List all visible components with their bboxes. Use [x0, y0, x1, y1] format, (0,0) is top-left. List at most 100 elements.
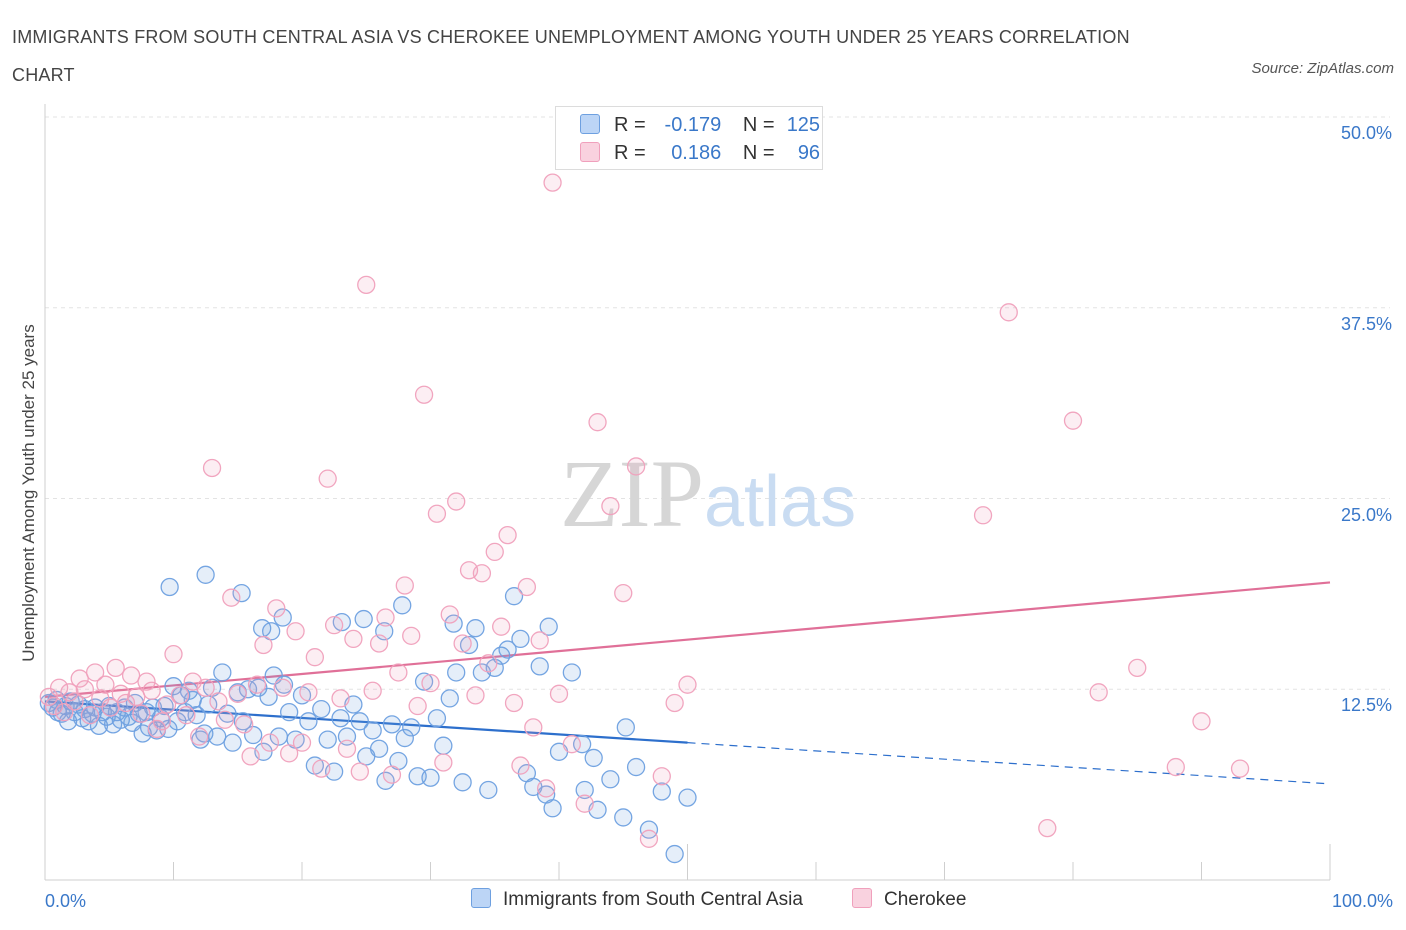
scatter-point [96, 675, 115, 694]
legend-n-value: 96 [797, 142, 821, 164]
scatter-point [369, 634, 389, 653]
scatter-point [572, 735, 592, 754]
scatter-point [1230, 759, 1250, 778]
scatter-point [1089, 683, 1108, 702]
scatter-point [299, 712, 318, 731]
scatter-point [472, 564, 492, 583]
scatter-point [427, 504, 447, 523]
scatter-point [222, 588, 241, 607]
scatter-point [202, 458, 222, 478]
scatter-point [614, 808, 633, 827]
scatter-point [137, 672, 156, 691]
scatter-point [369, 739, 389, 758]
scatter-point [543, 173, 562, 192]
scatter-point [267, 599, 286, 618]
scatter-point [60, 683, 79, 702]
legend-r-label: R = [614, 142, 646, 164]
scatter-point [324, 616, 344, 635]
scatter-point [363, 721, 382, 740]
scatter-point [973, 506, 993, 525]
chart-title: IMMIGRANTS FROM SOUTH CENTRAL ASIA VS CH… [12, 27, 1130, 85]
scatter-point [434, 736, 453, 755]
scatter-point [626, 757, 646, 777]
scatter-point [466, 619, 485, 638]
legend-r-value: -0.179 [664, 114, 722, 136]
scatter-point [626, 457, 646, 476]
scatter-point [80, 706, 100, 725]
legend-r-label: R = [614, 114, 646, 136]
scatter-point [279, 744, 299, 763]
legend-n-label: N = [742, 142, 775, 164]
scatter-point [614, 583, 633, 603]
scatter-point [1166, 757, 1185, 777]
y-tick-label: 25.0% [1340, 504, 1392, 525]
scatter-point [382, 715, 402, 734]
watermark-zip: ZIP [560, 440, 704, 547]
scatter-point [49, 678, 69, 697]
scatter-point [160, 577, 179, 597]
scatter-point [498, 640, 517, 659]
scatter-point [447, 492, 466, 511]
scatter-point [152, 712, 172, 731]
scatter-point [511, 756, 530, 775]
scatter-point [247, 675, 267, 694]
y-tick-label: 37.5% [1340, 313, 1392, 334]
scatter-points [39, 173, 1250, 864]
scatter-point [530, 657, 549, 676]
scatter-point [85, 663, 105, 682]
scatter-point [504, 693, 524, 713]
scatter-point [382, 765, 402, 784]
scatter-point [652, 782, 671, 801]
x-tick-label-max: 100.0% [1331, 891, 1393, 911]
scatter-point [524, 718, 543, 737]
scatter-point [440, 605, 459, 624]
scatter-point [259, 687, 278, 707]
scatter-point [1063, 411, 1083, 430]
scatter-point [264, 666, 283, 685]
legend-swatch-blue [580, 114, 600, 134]
scatter-point [408, 696, 427, 716]
scatter-point [511, 629, 530, 649]
axes [44, 104, 1331, 881]
scatter-point [260, 733, 280, 752]
scatter-point [479, 780, 498, 800]
scatter-point [357, 275, 376, 295]
watermark: ZIPatlas [560, 440, 856, 547]
scatter-point [1128, 658, 1147, 678]
scatter-point [232, 583, 251, 603]
scatter-point [395, 728, 414, 748]
scatter-point [58, 712, 78, 731]
scatter-point [562, 663, 581, 682]
scatter-point [665, 693, 684, 713]
scatter-point [215, 710, 235, 729]
scatter-point [639, 829, 659, 848]
scatter-point [584, 748, 603, 768]
scatter-point [1192, 712, 1211, 731]
scatter-point [395, 576, 414, 595]
scatter-point [434, 753, 453, 772]
y-tick-label: 50.0% [1340, 123, 1392, 143]
scatter-point [168, 712, 187, 731]
scatter-point [376, 608, 395, 627]
scatter-point [999, 303, 1018, 322]
scatter-point [414, 672, 434, 691]
scatter-point [414, 385, 434, 404]
scatter-point [196, 678, 215, 697]
scatter-point [549, 684, 569, 703]
scatter-point [517, 577, 537, 597]
scatter-point [70, 669, 89, 688]
scatter-point [106, 658, 125, 678]
scatter-point [312, 699, 331, 719]
scatter-point [170, 686, 190, 705]
scatter-point [305, 648, 325, 667]
scatter-point [190, 727, 209, 746]
scatter-point [539, 617, 558, 636]
scatter-point [228, 684, 247, 703]
scatter-point [466, 686, 485, 705]
scatter-point [331, 709, 350, 728]
scatter-point [665, 844, 684, 864]
scatter-point [344, 629, 363, 649]
scatter-point [235, 715, 254, 734]
scatter-point [157, 695, 177, 714]
